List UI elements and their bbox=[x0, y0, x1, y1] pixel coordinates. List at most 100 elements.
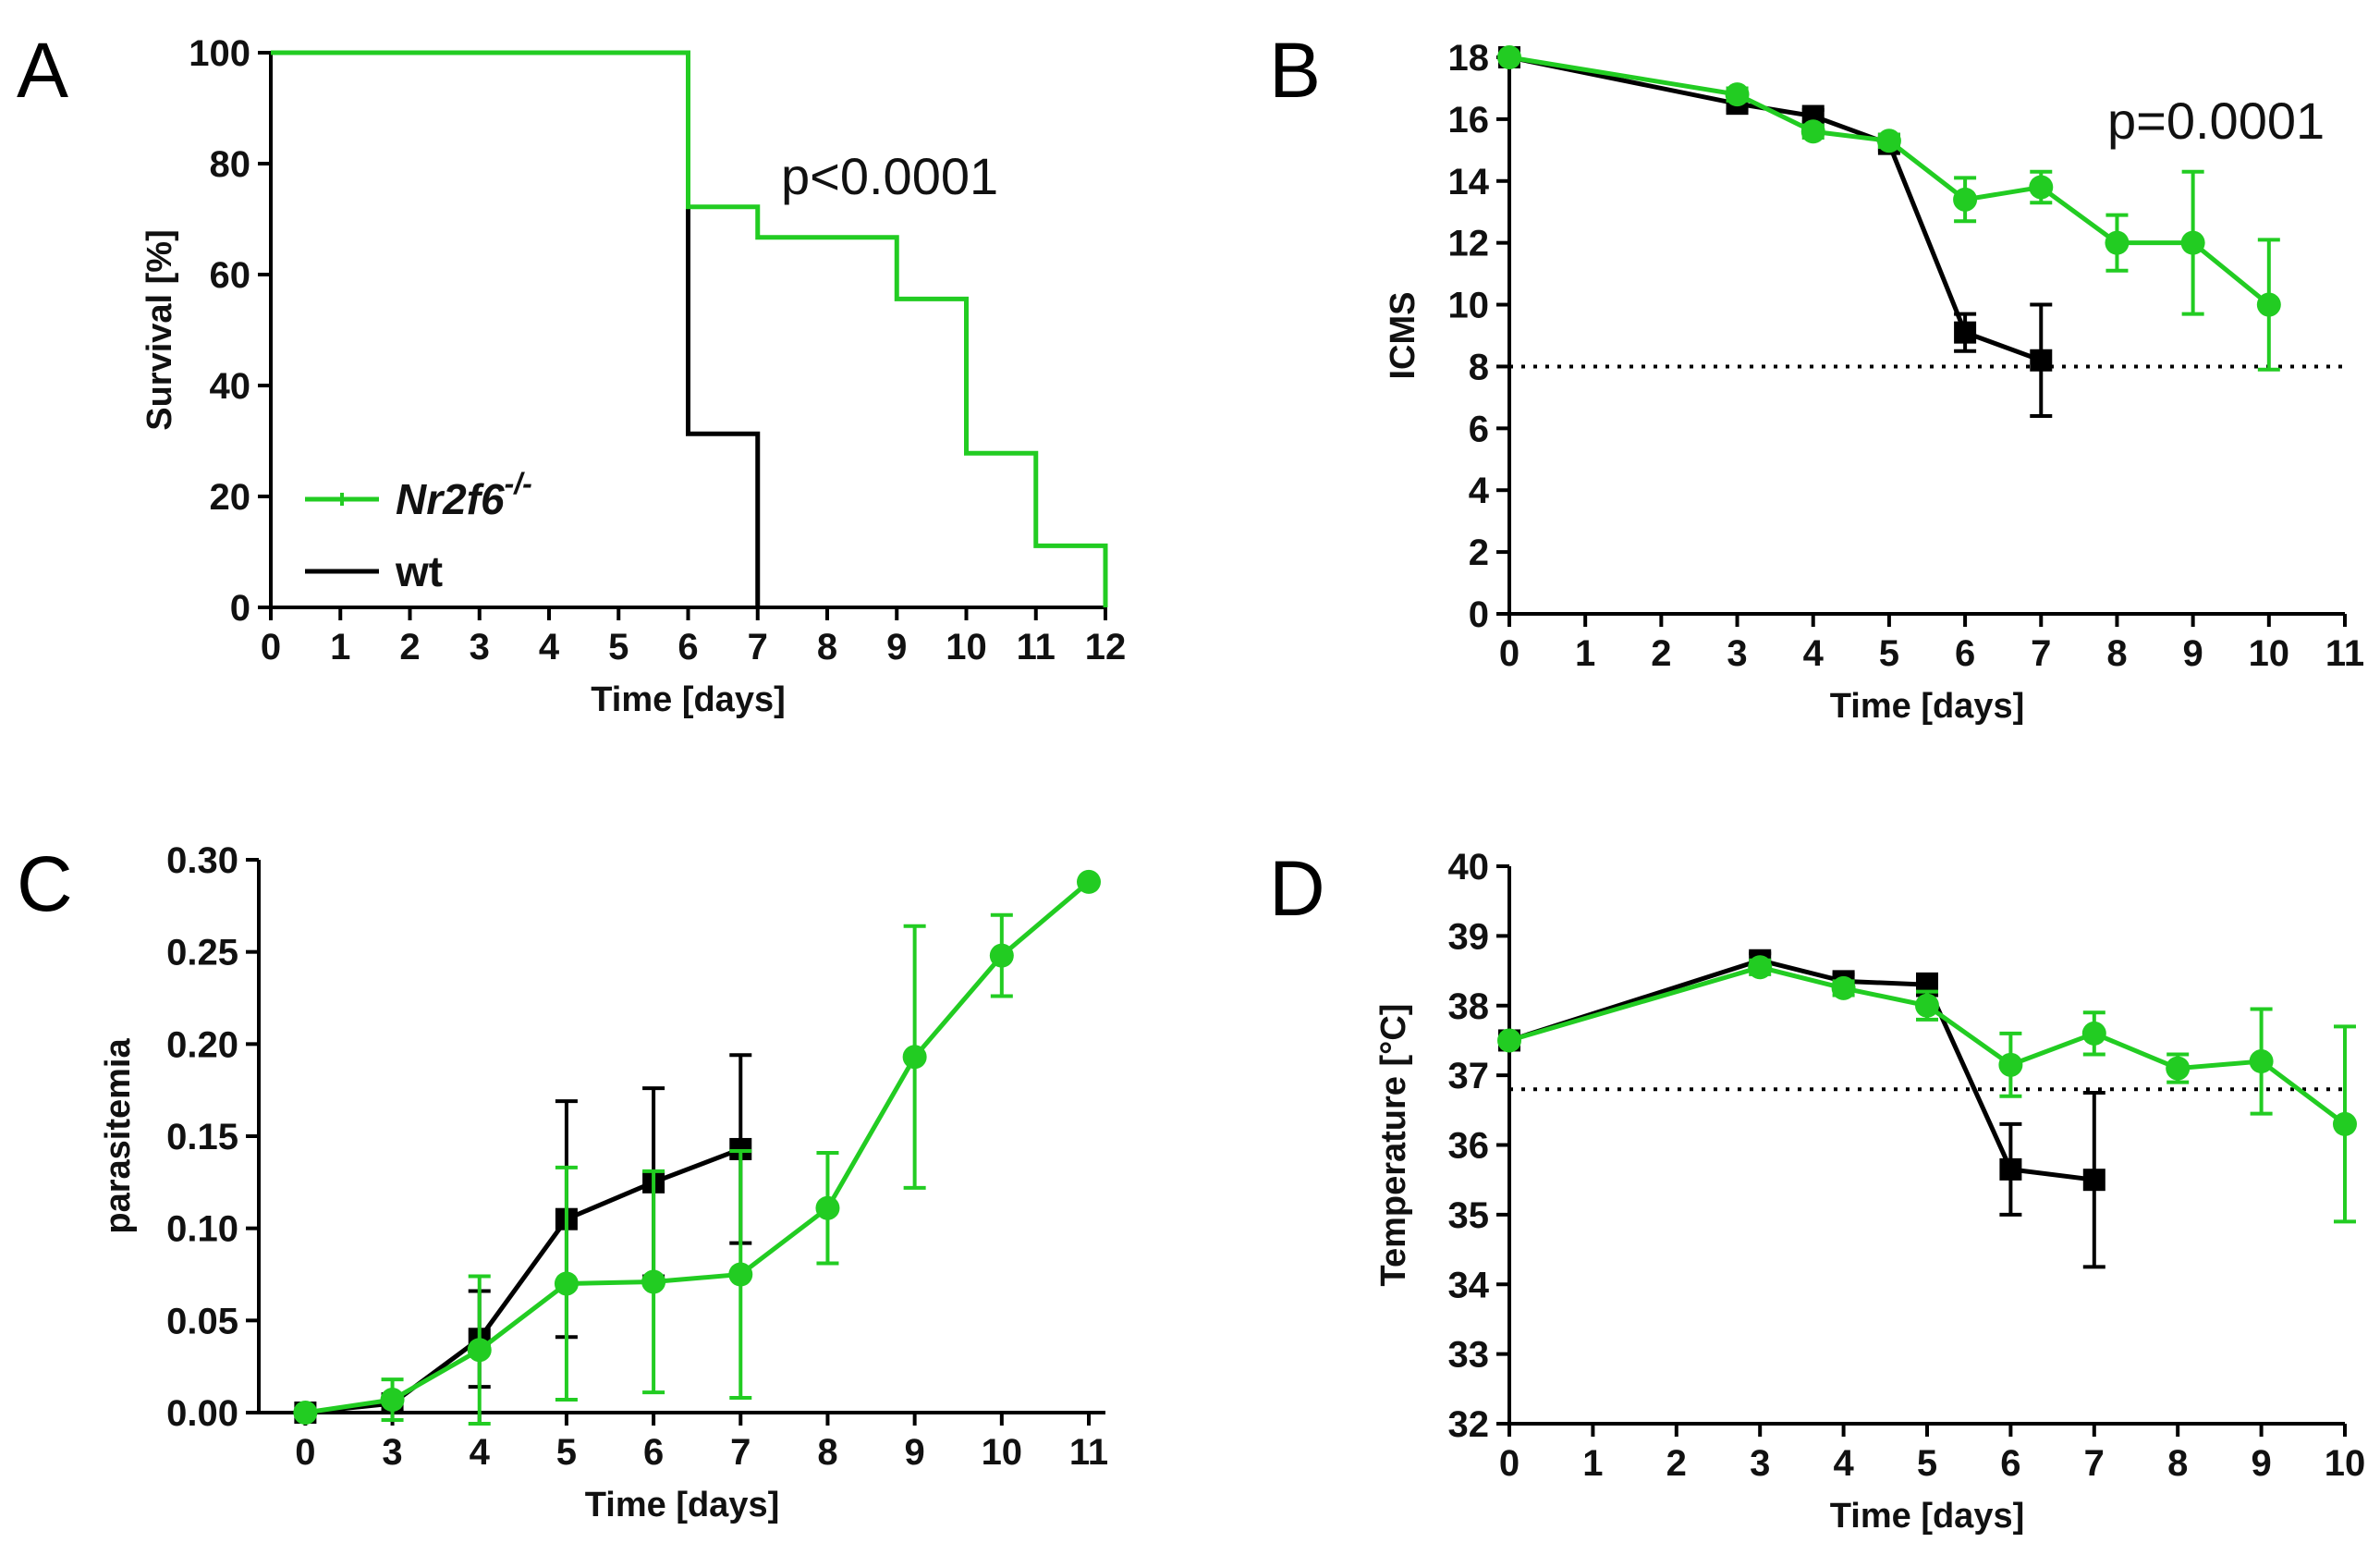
series-nr2f6 bbox=[271, 50, 1108, 607]
data-point-circle bbox=[1725, 82, 1750, 107]
p-value-annotation: p<0.0001 bbox=[781, 147, 998, 205]
x-tick-label: 6 bbox=[2000, 1443, 2020, 1484]
x-tick-label: 6 bbox=[677, 627, 698, 667]
data-point-circle bbox=[293, 1401, 318, 1425]
data-point-circle bbox=[2029, 175, 2054, 200]
x-tick-label: 4 bbox=[1833, 1443, 1854, 1484]
series-wt bbox=[294, 1053, 752, 1424]
y-tick-label: 32 bbox=[1448, 1404, 1490, 1445]
series-line bbox=[1508, 55, 2043, 363]
x-tick-label: 0 bbox=[261, 627, 281, 667]
x-tick-label: 0 bbox=[1499, 1443, 1520, 1484]
x-tick-label: 2 bbox=[1666, 1443, 1687, 1484]
y-tick-label: 0.25 bbox=[166, 933, 238, 973]
p-value-annotation: p=0.0001 bbox=[2107, 92, 2325, 150]
panel-label-b: B bbox=[1269, 27, 1321, 114]
series-line bbox=[305, 880, 1091, 1415]
data-point-circle bbox=[1497, 1028, 1521, 1053]
series-nr2f6 bbox=[1497, 45, 2281, 372]
x-tick-label: 4 bbox=[470, 1432, 491, 1473]
y-tick-label: 80 bbox=[210, 144, 251, 185]
x-tick-label: 0 bbox=[295, 1432, 315, 1473]
x-tick-label: 10 bbox=[2249, 633, 2290, 674]
y-tick-label: 10 bbox=[1448, 286, 1490, 326]
x-tick-label: 1 bbox=[330, 627, 350, 667]
x-tick-label: 3 bbox=[382, 1432, 402, 1473]
x-tick-label: 0 bbox=[1499, 633, 1520, 674]
panel-label-a: A bbox=[17, 27, 68, 114]
x-axis-label: Time [days] bbox=[1830, 687, 2024, 726]
x-tick-label: 7 bbox=[2031, 633, 2051, 674]
x-tick-label: 9 bbox=[905, 1432, 925, 1473]
legend-label-wt: wt bbox=[395, 547, 443, 595]
legend-name-nr2f6: Nr2f6 bbox=[396, 475, 505, 523]
data-point-square bbox=[1954, 321, 1977, 344]
x-tick-label: 2 bbox=[1651, 633, 1671, 674]
data-point-circle bbox=[1876, 129, 1901, 153]
legend-superscript: -/- bbox=[505, 467, 532, 500]
x-tick-label: 7 bbox=[748, 627, 768, 667]
x-tick-label: 10 bbox=[946, 627, 987, 667]
y-tick-label: 4 bbox=[1469, 471, 1490, 511]
data-point-circle bbox=[2105, 230, 2130, 255]
y-tick-label: 40 bbox=[210, 366, 251, 407]
x-tick-label: 1 bbox=[1575, 633, 1595, 674]
x-tick-label: 2 bbox=[399, 627, 420, 667]
x-tick-label: 1 bbox=[1582, 1443, 1603, 1484]
x-tick-label: 8 bbox=[817, 627, 837, 667]
x-tick-label: 12 bbox=[1085, 627, 1127, 667]
y-tick-label: 18 bbox=[1448, 38, 1490, 79]
x-tick-label: 3 bbox=[470, 627, 490, 667]
data-point-square bbox=[2082, 1169, 2105, 1192]
y-tick-label: 0.30 bbox=[166, 840, 238, 881]
data-point-circle bbox=[728, 1262, 753, 1287]
data-point-circle bbox=[2180, 230, 2205, 255]
data-point-circle bbox=[467, 1338, 492, 1363]
data-point-circle bbox=[815, 1195, 840, 1220]
x-tick-label: 7 bbox=[730, 1432, 751, 1473]
y-tick-label: 35 bbox=[1448, 1195, 1490, 1236]
x-tick-label: 9 bbox=[2251, 1443, 2271, 1484]
data-point-circle bbox=[1953, 187, 1978, 212]
series-line bbox=[271, 50, 761, 607]
data-point-circle bbox=[1915, 993, 1939, 1018]
panel-label-c: C bbox=[17, 840, 73, 927]
x-tick-label: 4 bbox=[539, 627, 560, 667]
y-tick-label: 40 bbox=[1448, 847, 1490, 888]
x-tick-label: 4 bbox=[1803, 633, 1825, 674]
y-axis-label: parasitemia bbox=[99, 1038, 138, 1234]
x-tick-label: 3 bbox=[1727, 633, 1747, 674]
y-axis-label: ICMS bbox=[1384, 292, 1422, 380]
series-line bbox=[305, 1146, 742, 1415]
x-tick-label: 11 bbox=[2325, 633, 2364, 674]
legend-label-nr2f6: Nr2f6-/- bbox=[396, 467, 532, 523]
series-line bbox=[1508, 958, 2095, 1182]
series-wt bbox=[271, 50, 761, 607]
series-nr2f6 bbox=[293, 869, 1101, 1426]
series-nr2f6 bbox=[1497, 955, 2357, 1224]
y-tick-label: 60 bbox=[210, 255, 251, 296]
y-tick-label: 0.00 bbox=[166, 1393, 238, 1434]
x-axis-label: Time [days] bbox=[585, 1486, 779, 1524]
x-tick-label: 8 bbox=[2167, 1443, 2188, 1484]
x-tick-label: 8 bbox=[817, 1432, 837, 1473]
x-tick-label: 3 bbox=[1750, 1443, 1770, 1484]
x-tick-label: 6 bbox=[1955, 633, 1975, 674]
x-tick-label: 6 bbox=[643, 1432, 664, 1473]
x-tick-label: 8 bbox=[2106, 633, 2127, 674]
data-point-circle bbox=[1748, 955, 1773, 980]
y-axis-label: Temperature [°C] bbox=[1374, 1004, 1413, 1287]
y-tick-label: 33 bbox=[1448, 1335, 1490, 1376]
data-point-circle bbox=[2166, 1056, 2191, 1081]
y-tick-label: 0.05 bbox=[166, 1301, 238, 1341]
data-point-square bbox=[2030, 349, 2053, 372]
y-tick-label: 0.10 bbox=[166, 1209, 238, 1250]
data-point-circle bbox=[380, 1388, 405, 1413]
data-point-circle bbox=[902, 1045, 927, 1070]
data-point-circle bbox=[2256, 292, 2281, 317]
data-point-circle bbox=[1831, 975, 1856, 1000]
data-point-circle bbox=[641, 1269, 666, 1294]
